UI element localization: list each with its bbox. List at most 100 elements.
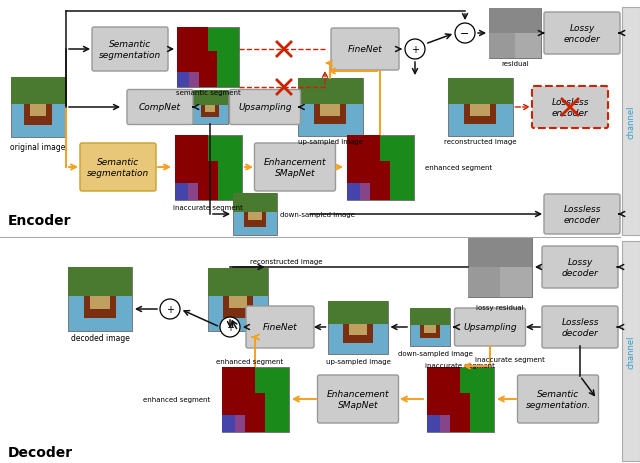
Bar	[24, 105, 52, 126]
Text: channel: channel	[627, 335, 636, 368]
Text: Semantic
segmentation.: Semantic segmentation.	[525, 389, 591, 409]
Bar	[346, 161, 390, 200]
Bar	[447, 79, 513, 137]
FancyBboxPatch shape	[317, 375, 399, 423]
Bar	[346, 135, 380, 168]
FancyBboxPatch shape	[542, 307, 618, 348]
Bar	[328, 301, 388, 325]
FancyBboxPatch shape	[230, 90, 301, 125]
FancyBboxPatch shape	[518, 375, 598, 423]
Bar	[229, 296, 247, 309]
Text: Encoder: Encoder	[8, 213, 72, 227]
Bar	[233, 194, 277, 213]
Bar	[440, 415, 450, 432]
Bar	[424, 325, 436, 333]
Text: enhanced segment: enhanced segment	[143, 396, 210, 402]
Text: channel: channel	[627, 105, 636, 138]
Text: inaccurate segment: inaccurate segment	[173, 205, 243, 211]
Bar	[205, 106, 216, 113]
Text: Semantic
segmentation: Semantic segmentation	[87, 157, 149, 178]
Bar	[426, 367, 460, 399]
Text: Enhancement
SMapNet: Enhancement SMapNet	[327, 389, 389, 409]
Bar	[175, 135, 208, 168]
Bar	[420, 325, 440, 338]
Bar	[360, 184, 370, 200]
Text: Lossless
encoder: Lossless encoder	[551, 98, 589, 118]
Bar	[175, 135, 241, 200]
Bar	[221, 367, 289, 432]
Bar	[233, 194, 277, 236]
Text: Upsampling: Upsampling	[463, 323, 517, 332]
Bar	[410, 308, 450, 346]
FancyBboxPatch shape	[127, 90, 193, 125]
Text: FineNet: FineNet	[348, 45, 382, 54]
Text: +: +	[226, 322, 234, 332]
Bar	[426, 415, 440, 432]
Bar	[68, 268, 132, 332]
Circle shape	[405, 40, 425, 60]
Text: Semantic
segmentation: Semantic segmentation	[99, 40, 161, 60]
Bar	[320, 105, 340, 117]
Bar	[349, 325, 367, 335]
Bar	[468, 238, 532, 297]
Text: −: −	[460, 29, 470, 39]
Bar	[189, 73, 198, 88]
FancyBboxPatch shape	[92, 28, 168, 72]
Bar	[622, 8, 640, 236]
FancyBboxPatch shape	[544, 13, 620, 55]
Bar	[298, 79, 362, 137]
Text: up-sampled image: up-sampled image	[298, 139, 362, 144]
Bar	[10, 78, 65, 138]
Text: original image: original image	[10, 143, 66, 152]
Text: residual: residual	[501, 61, 529, 67]
Text: +: +	[411, 45, 419, 55]
Text: Lossless
decoder: Lossless decoder	[561, 317, 599, 338]
Text: Lossy
decoder: Lossy decoder	[562, 257, 598, 277]
Bar	[223, 296, 253, 318]
Bar	[328, 301, 388, 354]
Bar	[343, 325, 373, 343]
Text: inaccurate segment: inaccurate segment	[425, 362, 495, 368]
Bar	[177, 73, 189, 88]
Bar	[68, 268, 132, 296]
Text: CompNet: CompNet	[139, 103, 181, 112]
FancyBboxPatch shape	[454, 308, 525, 346]
Bar	[90, 296, 109, 309]
FancyBboxPatch shape	[246, 307, 314, 348]
Bar	[447, 79, 513, 105]
Text: Lossy
encoder: Lossy encoder	[564, 24, 600, 44]
Bar	[464, 105, 496, 125]
Bar	[175, 161, 218, 200]
Bar	[84, 296, 116, 319]
Text: decoded image: decoded image	[70, 333, 129, 342]
FancyBboxPatch shape	[255, 144, 335, 192]
Bar	[221, 415, 235, 432]
Circle shape	[160, 300, 180, 319]
Bar	[235, 415, 245, 432]
Bar	[29, 105, 46, 117]
Bar	[346, 135, 413, 200]
Text: Enhancement
SMapNet: Enhancement SMapNet	[264, 157, 326, 178]
FancyBboxPatch shape	[532, 87, 608, 129]
Bar	[175, 184, 188, 200]
Text: semantic segment: semantic segment	[175, 90, 241, 96]
Bar	[192, 91, 228, 106]
Text: Lossless
encoder: Lossless encoder	[563, 205, 601, 225]
Bar	[489, 9, 541, 34]
Text: enhanced segment: enhanced segment	[216, 358, 284, 364]
FancyBboxPatch shape	[544, 194, 620, 234]
Bar	[298, 79, 362, 105]
Bar	[221, 393, 265, 432]
Bar	[177, 28, 239, 88]
Bar	[208, 268, 268, 296]
Text: inaccurate segment: inaccurate segment	[475, 356, 545, 362]
Text: enhanced segment: enhanced segment	[425, 165, 492, 171]
Bar	[470, 105, 490, 117]
Text: FineNet: FineNet	[262, 323, 298, 332]
Bar	[468, 238, 532, 268]
Bar	[468, 238, 500, 297]
Bar	[201, 106, 219, 118]
Bar	[426, 393, 470, 432]
Bar	[188, 184, 198, 200]
Text: Decoder: Decoder	[8, 445, 73, 459]
